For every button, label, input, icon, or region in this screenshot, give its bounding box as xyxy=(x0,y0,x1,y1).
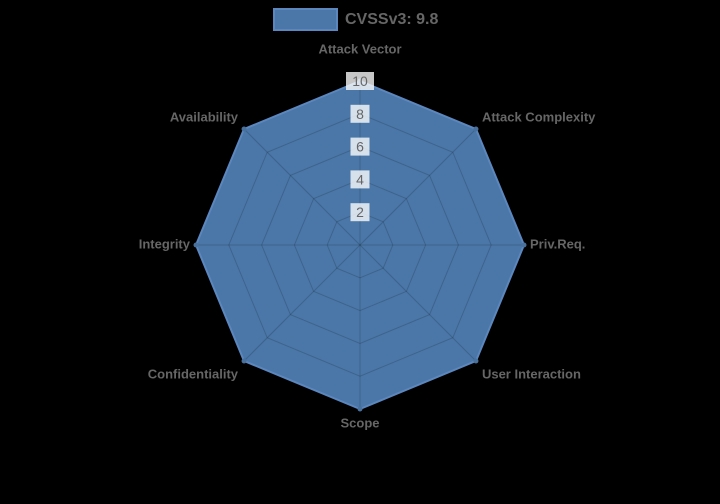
data-polygon-fill xyxy=(196,81,524,409)
tick-backdrop xyxy=(350,104,370,123)
data-point xyxy=(241,126,247,132)
grid-ring xyxy=(228,113,492,377)
axis-spoke xyxy=(243,128,361,246)
tick-backdrop xyxy=(350,170,370,189)
grid-ring xyxy=(293,178,427,312)
grid-ring xyxy=(326,211,394,279)
tick-label: 8 xyxy=(356,106,364,122)
axis-spoke xyxy=(359,128,477,246)
grid-ring xyxy=(261,146,459,344)
tick-backdrop xyxy=(346,72,374,90)
legend-label: CVSSv3: 9.8 xyxy=(345,11,439,28)
data-point xyxy=(473,358,479,364)
tick-backdrop xyxy=(350,137,370,156)
data-point xyxy=(521,242,527,248)
legend: CVSSv3: 9.8 xyxy=(273,8,438,31)
tick-label: 10 xyxy=(352,73,368,89)
legend-item-cvssv3[interactable]: CVSSv3: 9.8 xyxy=(273,8,438,31)
axis-spoke xyxy=(243,244,361,362)
tick-label: 4 xyxy=(356,171,364,187)
tick-label: 6 xyxy=(356,139,364,155)
data-point xyxy=(357,406,363,412)
data-point xyxy=(193,242,199,248)
axis-spoke xyxy=(359,244,477,362)
data-point xyxy=(473,126,479,132)
legend-swatch xyxy=(273,8,338,31)
data-point xyxy=(241,358,247,364)
tick-label: 2 xyxy=(356,204,364,220)
tick-backdrop xyxy=(350,203,370,222)
